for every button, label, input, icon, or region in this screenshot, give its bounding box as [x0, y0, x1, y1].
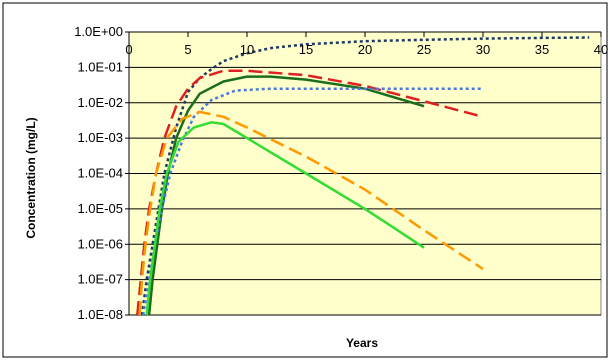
x-tick-label: 35	[535, 42, 549, 57]
x-tick-label: 5	[184, 42, 191, 57]
y-tick-label: 1.0E-07	[77, 272, 123, 287]
x-tick-label: 10	[240, 42, 254, 57]
y-tick-label: 1.0E-04	[77, 166, 123, 181]
x-tick-label: 20	[358, 42, 372, 57]
series-line-4	[141, 87, 483, 316]
x-tick-label: 40	[594, 42, 608, 57]
gridlines	[125, 31, 602, 316]
series-line-6	[145, 121, 425, 316]
series-line-3	[147, 75, 425, 316]
y-tick-label: 1.0E-02	[77, 95, 123, 110]
y-tick-label: 1.0E+00	[74, 24, 123, 39]
y-tick-label: 1.0E-06	[77, 236, 123, 251]
x-tick-label: 30	[476, 42, 490, 57]
x-tick-labels: 0 5 10 15 20 25 30 35 40	[125, 42, 608, 57]
y-tick-label: 1.0E-03	[77, 130, 123, 145]
y-tick-labels: 1.0E-08 1.0E-07 1.0E-06 1.0E-05 1.0E-04 1.0E-…	[74, 24, 123, 322]
x-axis-title: Years	[346, 336, 378, 350]
x-tick-label: 25	[417, 42, 431, 57]
y-axis-title: Concentration (mg/L)	[24, 117, 38, 238]
y-tick-label: 1.0E-08	[77, 307, 123, 322]
y-tick-label: 1.0E-05	[77, 201, 123, 216]
series-group	[136, 36, 590, 316]
y-tick-label: 1.0E-01	[77, 59, 123, 74]
series-line-1	[140, 36, 590, 316]
x-tick-label: 0	[125, 42, 132, 57]
x-tick-label: 15	[299, 42, 313, 57]
series-line-5	[138, 110, 484, 316]
